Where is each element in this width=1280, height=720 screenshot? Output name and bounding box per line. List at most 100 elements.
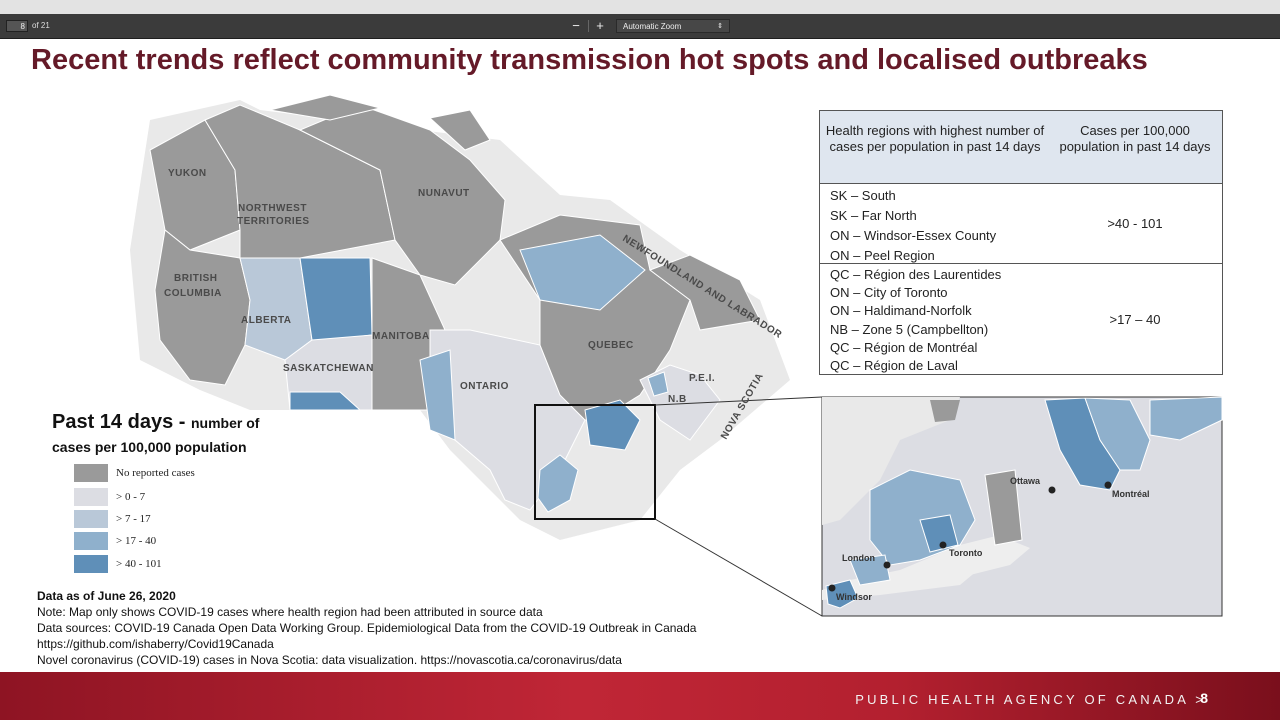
map-label-pei: P.E.I.: [689, 373, 716, 384]
city-dot-ottawa: [1048, 486, 1056, 494]
legend-label: > 7 - 17: [116, 513, 151, 525]
inset-gray-region: [984, 469, 1023, 546]
zoom-in-button[interactable]: +: [596, 18, 604, 33]
hotspot-table: Health regions with highest number of ca…: [819, 110, 1223, 375]
table-region-cell: ON – City of Toronto: [830, 285, 948, 301]
legend-label: > 17 - 40: [116, 535, 157, 547]
city-label-montreal: Montréal: [1112, 489, 1150, 499]
city-dot-windsor: [828, 584, 836, 592]
inset-lake-huron: [822, 397, 960, 525]
map-label-nb: N.B: [668, 394, 687, 405]
zoom-connector-top: [654, 396, 823, 406]
zoom-select[interactable]: Automatic Zoom ⇕: [616, 19, 730, 33]
legend-swatch: [74, 532, 108, 550]
table-value-cell: >17 – 40: [1109, 312, 1161, 327]
legend-label: > 0 - 7: [116, 491, 146, 503]
table-region-cell: NB – Zone 5 (Campbellton): [830, 321, 989, 337]
inset-quebec-far-east: [1149, 396, 1223, 441]
city-label-windsor: Windsor: [836, 592, 872, 602]
source-notes: Data as of June 26, 2020 Note: Map only …: [37, 588, 696, 668]
region-nb-zone5: [647, 371, 669, 397]
map-label-nwt-line2: TERRITORIES: [237, 216, 310, 227]
legend-swatch: [74, 555, 108, 573]
legend-label: No reported cases: [116, 467, 195, 479]
page-count-label: of 21: [32, 21, 50, 30]
city-dot-toronto: [939, 541, 947, 549]
note-line: https://github.com/ishaberry/Covid19Cana…: [37, 637, 274, 651]
table-header: Health regions with highest number of ca…: [820, 111, 1222, 184]
region-ontario-northwest: [419, 349, 456, 441]
legend-title-big: Past 14 days -: [52, 411, 191, 433]
page-number-input[interactable]: 8: [6, 20, 28, 32]
legend-title: Past 14 days - number of: [52, 411, 259, 434]
table-value-cell: >40 - 101: [1107, 216, 1163, 231]
map-zoom-box: [534, 404, 656, 520]
data-as-of: Data as of June 26, 2020: [37, 589, 176, 603]
region-south-ontario: [537, 454, 579, 513]
region-nunavut-islands: [269, 94, 491, 151]
legend-label: > 40 - 101: [116, 558, 162, 570]
map-label-bc-line2: COLUMBIA: [164, 288, 222, 299]
table-group: SK – South SK – Far North ON – Windsor-E…: [820, 184, 1222, 264]
legend-title-small: number of: [190, 415, 260, 431]
city-label-toronto: Toronto: [949, 548, 983, 558]
zoom-connector-bottom: [654, 518, 823, 617]
inset-gray-region-2: [930, 400, 960, 422]
table-group-regions: SK – South SK – Far North ON – Windsor-E…: [830, 186, 996, 266]
table-region-cell: ON – Peel Region: [830, 248, 935, 263]
table-group: QC – Région des Laurentides ON – City of…: [820, 264, 1222, 374]
region-sk-south: [289, 391, 362, 411]
chevron-updown-icon: ⇕: [717, 23, 723, 30]
table-region-cell: ON – Haldimand-Norfolk: [830, 303, 972, 319]
region-labrador: [648, 254, 761, 331]
table-region-cell: QC – Région de Laval: [830, 357, 958, 373]
inset-london-area: [849, 554, 891, 586]
city-dot-london: [883, 561, 891, 569]
legend-swatch: [74, 488, 108, 506]
note-line: Data sources: COVID-19 Canada Open Data …: [37, 621, 697, 635]
map-label-manitoba: MANITOBA: [372, 331, 430, 342]
region-quebec-north: [519, 234, 646, 311]
inset-toronto: [919, 514, 959, 553]
window-top-strip: [0, 0, 1280, 14]
footer-agency-text: PUBLIC HEALTH AGENCY OF CANADA >: [855, 692, 1206, 707]
map-label-bc-line1: BRITISH: [174, 273, 218, 284]
inset-lake-ontario: [950, 540, 1030, 575]
slide-footer: PUBLIC HEALTH AGENCY OF CANADA > 8: [0, 672, 1280, 720]
legend-swatch: [74, 464, 108, 482]
footer-page-number: 8: [1200, 690, 1208, 706]
map-label-yukon: YUKON: [168, 168, 207, 179]
inset-map: Ottawa Montréal Toronto London Windsor: [821, 396, 1223, 617]
note-line: Novel coronavirus (COVID-19) cases in No…: [37, 653, 622, 667]
table-region-cell: ON – Windsor-Essex County: [830, 228, 997, 243]
region-bc: [154, 229, 251, 386]
table-header-cases: Cases per 100,000 population in past 14 …: [1059, 123, 1211, 154]
map-label-saskatchewan: SASKATCHEWAN: [283, 363, 374, 374]
table-region-cell: SK – South: [830, 188, 896, 203]
legend-subtitle: cases per 100,000 population: [52, 439, 247, 455]
city-dot-montreal: [1104, 481, 1112, 489]
map-label-nwt-line1: NORTHWEST: [238, 203, 307, 214]
table-region-cell: SK – Far North: [830, 208, 917, 223]
region-saskatchewan-north: [299, 257, 373, 341]
note-line: Note: Map only shows COVID-19 cases wher…: [37, 605, 543, 619]
table-group-regions: QC – Région des Laurentides ON – City of…: [830, 266, 1001, 375]
city-label-london: London: [842, 553, 875, 563]
table-region-cell: QC – Région de Montréal: [830, 339, 978, 355]
slide-title: Recent trends reflect community transmis…: [31, 44, 1148, 76]
city-label-ottawa: Ottawa: [1010, 476, 1041, 486]
legend-swatch: [74, 510, 108, 528]
map-label-alberta: ALBERTA: [241, 315, 292, 326]
map-label-ontario: ONTARIO: [460, 381, 509, 392]
region-alberta: [239, 257, 313, 361]
zoom-select-value: Automatic Zoom: [623, 22, 682, 31]
zoom-separator: [588, 20, 589, 32]
zoom-out-button[interactable]: −: [572, 18, 580, 33]
region-quebec-south: [584, 399, 641, 451]
inset-quebec-east: [1084, 397, 1151, 471]
map-label-nunavut: NUNAVUT: [418, 188, 470, 199]
map-label-quebec: QUEBEC: [588, 340, 634, 351]
pdf-toolbar: 8 of 21 − + Automatic Zoom ⇕: [0, 14, 1280, 39]
table-header-regions: Health regions with highest number of ca…: [825, 123, 1045, 154]
